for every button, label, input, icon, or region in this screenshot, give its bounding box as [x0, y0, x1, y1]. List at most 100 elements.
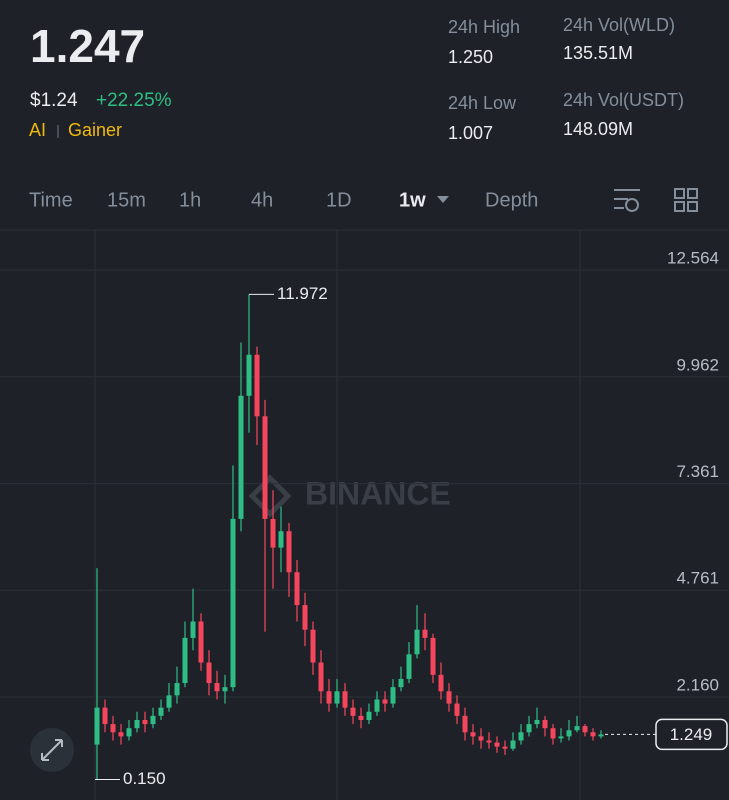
candle-body [398, 678, 404, 688]
candle-body [446, 691, 452, 704]
stat-label: 24h Vol(USDT) [563, 90, 684, 110]
candle-body [166, 695, 172, 708]
candle-body [246, 354, 252, 396]
tag[interactable]: AI [29, 120, 46, 140]
candle-body [238, 395, 244, 519]
indicator-icon[interactable] [614, 189, 640, 212]
candle-body [142, 719, 148, 725]
candle-body [326, 691, 332, 704]
candle-body [158, 707, 164, 716]
stat-value: 1.007 [448, 123, 493, 143]
y-tick-label: 4.761 [676, 569, 719, 588]
candle-body [190, 621, 196, 638]
candle-body [254, 354, 260, 417]
candle-body [206, 662, 212, 684]
candle-body [414, 629, 420, 655]
candle-body [134, 719, 140, 729]
candle-body [478, 736, 484, 741]
stat-label: 24h High [448, 17, 520, 37]
candle-body [102, 707, 108, 725]
stat-label: 24h Vol(WLD) [563, 15, 675, 35]
candle-body [230, 518, 236, 688]
tab-dropdown-arrow [437, 196, 449, 203]
candle-body [422, 629, 428, 638]
change: +22.25% [96, 90, 172, 111]
candle-body [406, 654, 412, 679]
candle-body [262, 416, 268, 519]
candle-body [126, 728, 132, 737]
candle-body [222, 687, 228, 692]
tab[interactable]: 1h [179, 189, 201, 211]
candle-body [526, 724, 532, 733]
candle-body [438, 674, 444, 692]
candle-body [534, 719, 540, 725]
y-tick-label: 7.361 [676, 462, 719, 481]
candle-body [582, 726, 588, 733]
tab[interactable]: 15m [107, 189, 146, 211]
tab-bar: Time 15m 1h 4h 1D 1w Depth [29, 189, 538, 211]
candle-body [518, 732, 524, 741]
candle-body [566, 730, 572, 737]
candle-body [278, 531, 284, 548]
stat-value: 1.250 [448, 47, 493, 67]
candle-body [270, 518, 276, 548]
usd-price: $1.24 [30, 90, 78, 111]
stat-label: 24h Low [448, 93, 517, 113]
y-tick-label: 9.962 [676, 355, 719, 374]
y-tick-label: 2.160 [676, 675, 719, 694]
candle-body [502, 746, 508, 749]
tab[interactable]: 4h [251, 189, 273, 211]
candle-body [198, 621, 204, 663]
last-price-box [655, 718, 728, 751]
stat-value: 148.09M [563, 119, 633, 139]
candle-body [470, 732, 476, 737]
candle-body [350, 707, 356, 716]
candle-body [486, 740, 492, 743]
last-price-label: 1.249 [670, 725, 713, 744]
candle-body [390, 687, 396, 704]
layout-icon[interactable] [674, 188, 698, 212]
expand-button[interactable] [30, 728, 74, 772]
candle-body [150, 715, 156, 725]
candle-body [558, 736, 564, 739]
candle-body [358, 715, 364, 720]
tag[interactable]: Gainer [68, 120, 122, 140]
tab[interactable]: 1w [399, 189, 426, 211]
candle-body [510, 740, 516, 749]
chart: BINANCE 12.564 9.962 7.361 4.761 2.160 11.972 0… [0, 230, 729, 800]
candle-body [598, 734, 604, 737]
candle-body [430, 637, 436, 675]
candle-body [310, 629, 316, 663]
candle-body [550, 728, 556, 739]
candle-body [454, 703, 460, 716]
candle-body [374, 699, 380, 712]
candle-body [174, 683, 180, 696]
candle-body [462, 715, 468, 733]
min-marker-label: 0.150 [123, 769, 166, 788]
tag-separator [57, 125, 59, 138]
tab[interactable]: 1D [326, 189, 352, 211]
candle-body [590, 732, 596, 737]
y-tick-label: 12.564 [667, 249, 719, 268]
candle-body [182, 637, 188, 684]
candle-body [318, 662, 324, 692]
candle-body [286, 531, 292, 573]
candle-body [574, 726, 580, 731]
max-marker-label: 11.972 [277, 284, 328, 303]
candle-body [334, 691, 340, 704]
tab[interactable]: Time [29, 189, 73, 211]
stat-value: 135.51M [563, 43, 633, 63]
watermark: BINANCE [305, 475, 451, 511]
candle-body [494, 742, 500, 747]
watermark-logo [248, 474, 292, 518]
price: 1.247 [30, 20, 145, 72]
tab[interactable]: Depth [485, 189, 538, 211]
candle-body [302, 605, 308, 630]
candle-body [542, 719, 548, 729]
candle-body [382, 699, 388, 704]
candle-body [118, 732, 124, 737]
candle-body [294, 572, 300, 606]
candle-body [110, 724, 116, 733]
